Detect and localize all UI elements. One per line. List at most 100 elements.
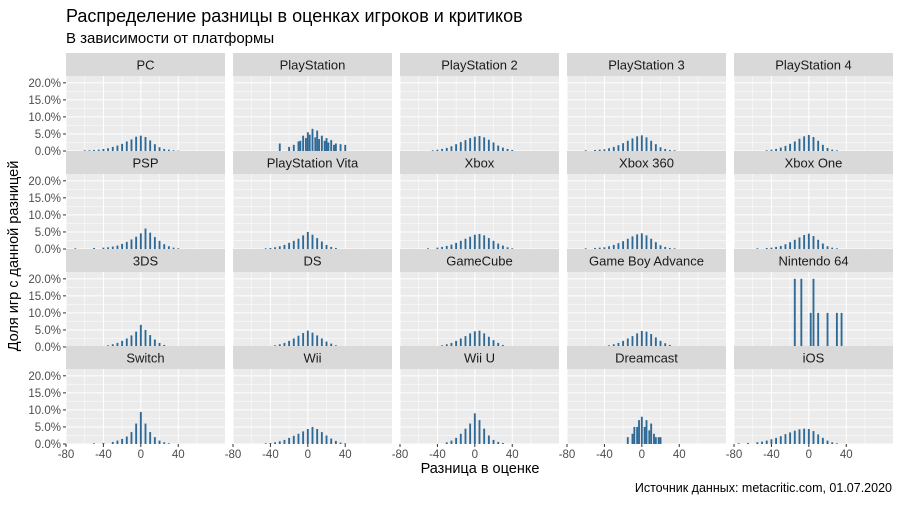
histogram-bar [299,141,301,151]
histogram-bar [775,247,777,249]
x-tick-label: -80 [726,449,743,461]
histogram-bar [627,239,629,249]
histogram-bar [479,136,481,151]
histogram-bar [469,333,471,347]
histogram-bar [766,441,768,444]
histogram-bar [780,246,782,249]
histogram-bar [841,313,843,347]
histogram-bar [836,443,838,444]
histogram-bar [483,137,485,151]
facet-panel [567,272,726,347]
histogram-bar [316,131,318,151]
histogram-bar [603,247,605,249]
histogram-bar [84,150,86,151]
histogram-bar [135,424,137,444]
histogram-bar [799,139,801,151]
facet-strip-label: DS [303,254,321,269]
histogram-bar [627,437,629,444]
histogram-bar [836,150,838,151]
histogram-bar [140,412,142,444]
histogram-bar [822,438,824,444]
histogram-bar [632,138,634,151]
facet-strip-label: PlayStation [280,58,346,73]
facet-panel [233,369,392,444]
x-tick-label: -40 [95,449,112,461]
histogram-bar [93,150,95,151]
facet-ds: DS [233,249,392,347]
histogram-bar [344,145,346,151]
facet-panel [66,174,225,249]
histogram-bar [608,246,610,249]
facet-strip-label: 3DS [133,254,159,269]
histogram-bar [107,247,109,249]
histogram-bar [831,248,833,249]
histogram-bar [126,141,128,151]
facet-strip-label: Xbox 360 [619,156,674,171]
histogram-bar [307,232,309,249]
histogram-bar [465,429,467,444]
x-tick-label: -40 [596,449,613,461]
histogram-bar [803,136,805,151]
histogram-bar [633,427,635,444]
histogram-bar [173,150,175,151]
histogram-bar [808,234,810,249]
histogram-bar [131,239,133,249]
histogram-bar [135,137,137,151]
y-tick-label: 0.0% [35,244,61,256]
histogram-bar [460,142,462,151]
histogram-bar [335,441,337,444]
histogram-bar [274,442,276,444]
facet-xbox-360: Xbox 360 [567,151,726,249]
histogram-bar [121,244,123,249]
histogram-bar [335,248,337,249]
facet-panel [567,369,726,444]
histogram-bar [451,441,453,444]
x-tick-label: 40 [506,449,519,461]
facet-strip-label: Wii [303,351,321,366]
histogram-bar [117,441,119,444]
histogram-bar [785,146,787,151]
facet-strip-label: Game Boy Advance [589,254,704,269]
histogram-bar [74,248,76,249]
facet-strip-label: iOS [803,351,825,366]
histogram-bar [316,238,318,249]
histogram-bar [761,442,763,444]
histogram-bar [813,431,815,444]
x-axis-title: Разница в оценке [421,461,540,477]
histogram-bar [288,147,290,151]
histogram-bar [455,438,457,444]
histogram-bar [800,279,802,347]
histogram-bar [441,247,443,249]
histogram-bar [479,234,481,249]
histogram-bar [284,440,286,444]
histogram-bar [493,440,495,444]
histogram-bar [305,138,307,151]
histogram-bar [808,429,810,444]
histogram-bar [177,248,179,249]
histogram-bar [149,335,151,347]
histogram-bar [455,243,457,249]
histogram-bar [284,245,286,249]
histogram-bar [493,241,495,249]
histogram-bar [327,142,329,151]
histogram-bar [159,441,161,444]
histogram-bar [646,420,648,444]
histogram-bar [309,135,311,151]
histogram-bar [112,442,114,444]
histogram-bar [785,244,787,249]
histogram-bar [168,246,170,249]
facet-strip-label: Xbox One [785,156,843,171]
histogram-bar [618,145,620,151]
y-tick-label: 5.0% [35,129,61,141]
histogram-bar [653,434,655,444]
histogram-bar [502,443,504,444]
histogram-bar [330,140,332,151]
x-tick-label: 0 [138,449,144,461]
histogram-bar [827,441,829,444]
y-tick-label: 20.0% [28,274,61,286]
histogram-bar [168,150,170,151]
histogram-bar [121,439,123,444]
histogram-bar [145,330,147,347]
histogram-bar [293,145,295,151]
histogram-bar [312,129,314,151]
